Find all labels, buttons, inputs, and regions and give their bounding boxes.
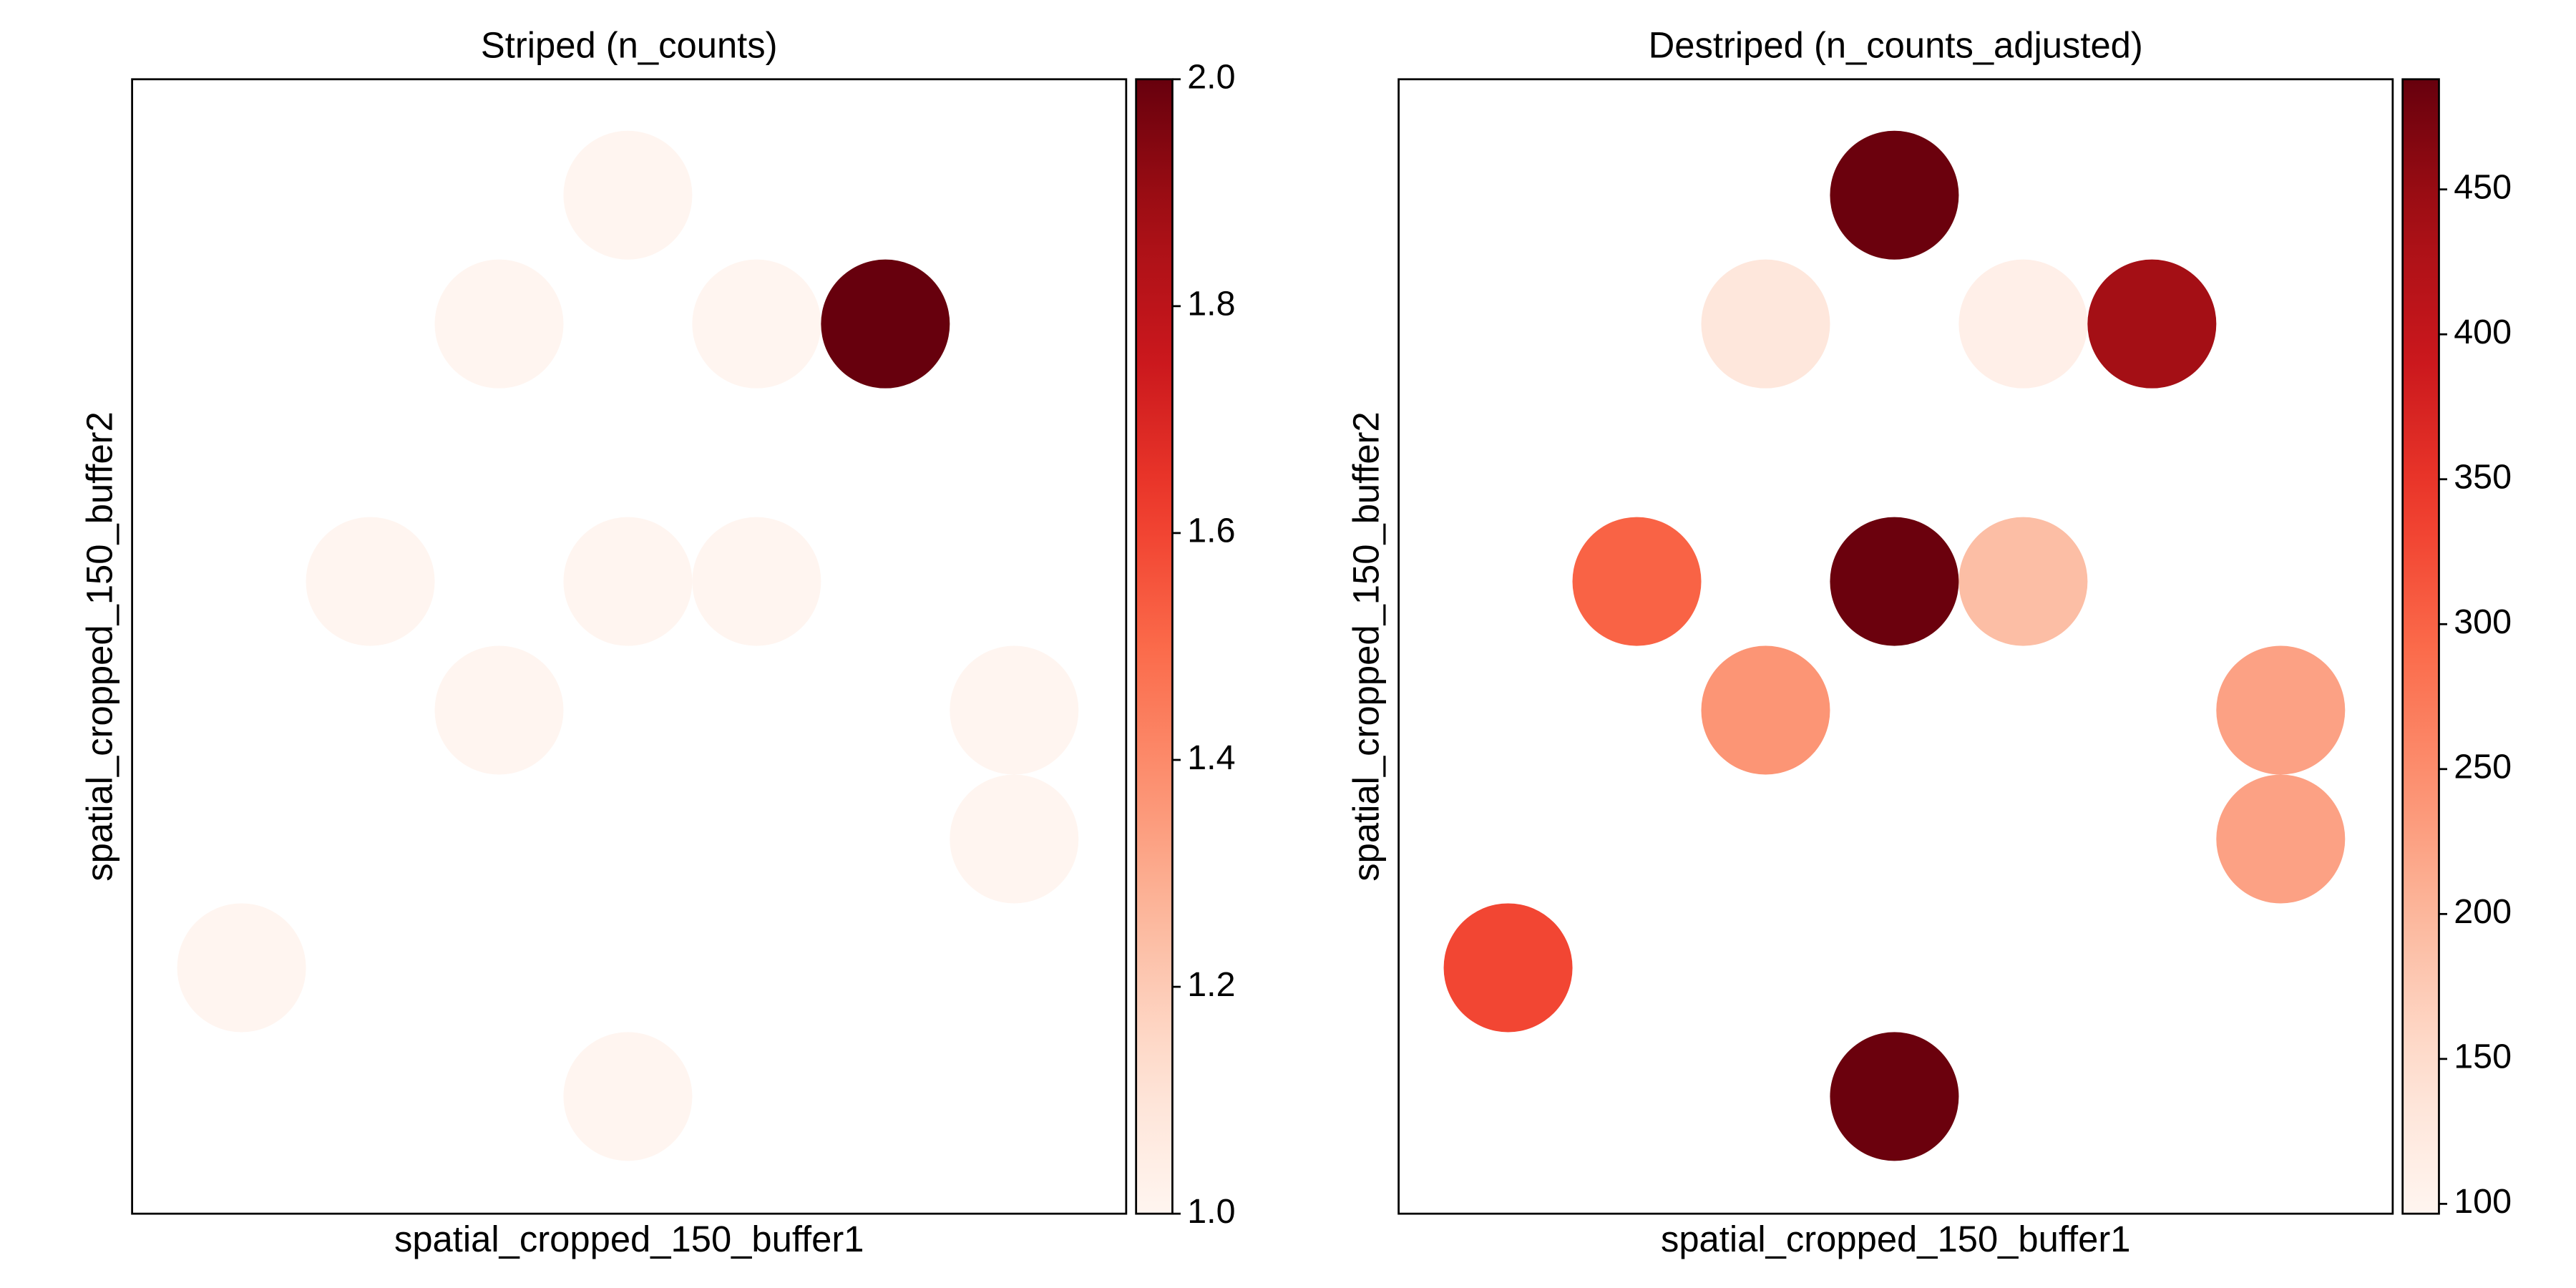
data-point (177, 903, 306, 1033)
data-point (1443, 903, 1573, 1033)
colorbar-tick-label: 300 (2454, 602, 2512, 641)
colorbar-tick-label: 1.4 (1187, 738, 1235, 777)
data-point (563, 1032, 693, 1161)
chart-title: Striped (n_counts) (481, 24, 778, 65)
plot-frame (131, 78, 1128, 1215)
colorbar (1135, 78, 1174, 1215)
data-point (1958, 259, 2088, 389)
data-point (2216, 645, 2346, 775)
colorbar-tick-label: 150 (2454, 1038, 2512, 1076)
data-point (306, 517, 435, 646)
colorbar-tick-label: 250 (2454, 748, 2512, 786)
data-point (1830, 1032, 1959, 1161)
data-point (2216, 774, 2346, 904)
data-point (563, 517, 693, 646)
colorbar-tick-label: 1.6 (1187, 512, 1235, 550)
colorbar-tick-label: 2.0 (1187, 58, 1235, 97)
data-point (1701, 259, 1830, 389)
colorbar-tick-label: 400 (2454, 313, 2512, 351)
colorbar-tick-label: 1.8 (1187, 285, 1235, 323)
colorbar-tick-label: 450 (2454, 167, 2512, 206)
chart-title: Destriped (n_counts_adjusted) (1649, 24, 2143, 65)
data-point (1830, 130, 1959, 260)
colorbar (2401, 78, 2440, 1215)
y-axis-label: spatial_cropped_150_buffer2 (79, 411, 119, 882)
data-point (692, 259, 821, 389)
data-point (434, 259, 564, 389)
colorbar-tick-label: 100 (2454, 1182, 2512, 1221)
colorbar-tick-label: 1.0 (1187, 1192, 1235, 1231)
data-point (2087, 259, 2217, 389)
plot-frame (1397, 78, 2394, 1215)
x-axis-label: spatial_cropped_150_buffer1 (1661, 1219, 2131, 1259)
data-point (692, 517, 821, 646)
colorbar-tick-label: 200 (2454, 892, 2512, 931)
data-point (1958, 517, 2088, 646)
data-point (563, 130, 693, 260)
data-point (434, 645, 564, 775)
data-point (1572, 517, 1702, 646)
colorbar-tick-label: 1.2 (1187, 965, 1235, 1004)
x-axis-label: spatial_cropped_150_buffer1 (394, 1219, 864, 1259)
y-axis-label: spatial_cropped_150_buffer2 (1345, 411, 1386, 882)
colorbar-tick-label: 350 (2454, 458, 2512, 497)
data-point (950, 774, 1079, 904)
data-point (950, 645, 1079, 775)
data-point (1701, 645, 1830, 775)
data-point (821, 259, 950, 389)
data-point (1830, 517, 1959, 646)
